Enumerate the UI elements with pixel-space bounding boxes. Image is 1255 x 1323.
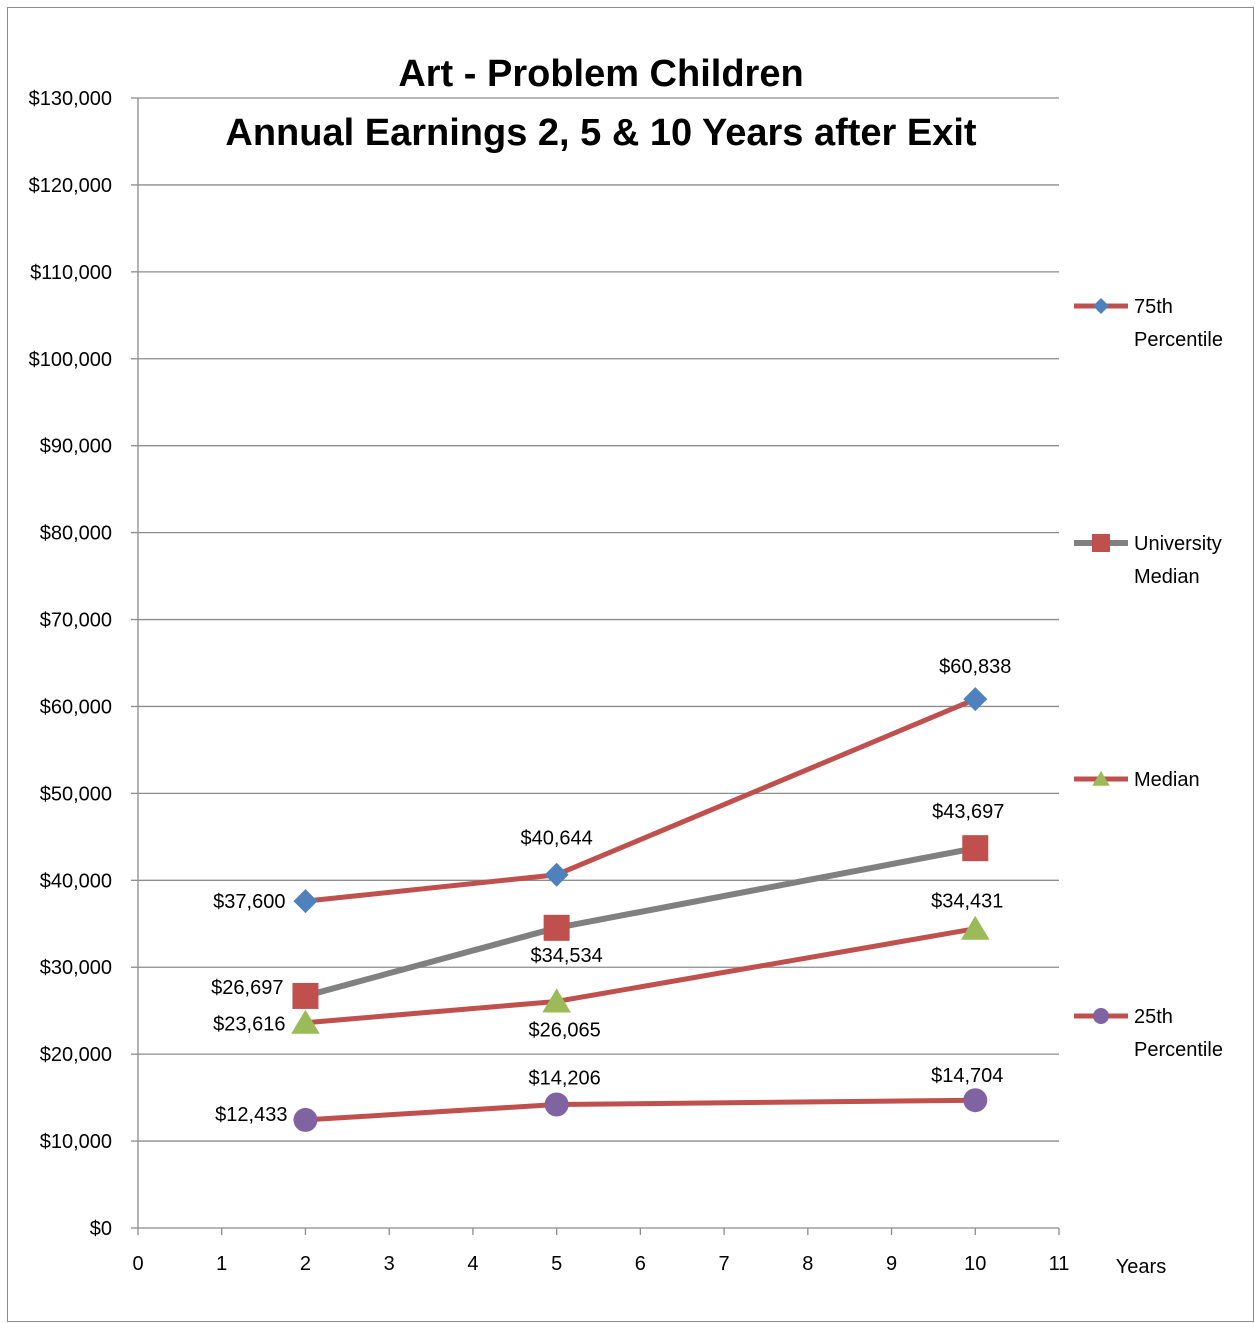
data-point (960, 915, 990, 940)
data-point (291, 1009, 320, 1034)
legend-item-75th-percentile: 75th Percentile (1074, 296, 1223, 351)
series-median (291, 915, 990, 1034)
x-tick-label: 5 (551, 1253, 562, 1275)
series-line (305, 1097, 976, 1123)
legend-label: 75th (1134, 296, 1173, 318)
data-label: $40,644 (520, 828, 592, 850)
y-tick-label: $130,000 (29, 88, 112, 110)
x-tick-label: 7 (719, 1253, 730, 1275)
data-label: $34,431 (931, 891, 1003, 913)
data-label: $23,616 (213, 1014, 285, 1036)
y-tick-label: $20,000 (40, 1044, 112, 1066)
data-point (544, 1092, 569, 1117)
x-tick-label: 3 (384, 1253, 395, 1275)
series-line (304, 845, 976, 999)
gridlines (138, 97, 1059, 1142)
legend-marker-swatch (1092, 771, 1110, 786)
series-75th-percentile (293, 687, 988, 914)
data-label: $26,065 (528, 1019, 600, 1041)
legend-item-university-median: University Median (1074, 533, 1222, 588)
y-tick-label: $120,000 (29, 175, 112, 197)
data-label: $43,697 (932, 801, 1004, 823)
legend-label: Median (1134, 566, 1200, 588)
x-tick-label: 2 (300, 1253, 311, 1275)
data-point (962, 835, 989, 862)
x-tick-label: 11 (1049, 1253, 1070, 1275)
data-point (293, 1107, 318, 1132)
legend-label: 25th (1134, 1006, 1173, 1028)
y-axis-tick-labels: $0 $10,000 $20,000 $30,000 $40,000 $50,000 $60… (29, 88, 112, 1240)
y-tick-label: $60,000 (40, 696, 112, 718)
series-layer (291, 687, 990, 1132)
legend-label: University (1134, 533, 1222, 555)
y-tick-label: $10,000 (40, 1131, 112, 1153)
x-axis-tick-labels: 0 1 2 3 4 5 6 7 8 9 10 11 (132, 1253, 1069, 1275)
series-university-median (292, 835, 989, 1009)
y-tick-label: $90,000 (40, 436, 112, 458)
y-tick-label: $40,000 (40, 870, 112, 892)
chart-title-line-2: Annual Earnings 2, 5 & 10 Years after Ex… (225, 112, 977, 154)
series-25th-percentile (293, 1088, 988, 1132)
y-tick-label: $80,000 (40, 523, 112, 545)
x-tick-label: 1 (216, 1253, 227, 1275)
y-tick-label: $50,000 (40, 783, 112, 805)
data-point (963, 687, 988, 712)
y-tick-label: $110,000 (30, 262, 112, 284)
data-labels: $37,600 $40,644 $60,838 $26,697 $34,534 $43,6… (211, 656, 1011, 1126)
data-point (292, 982, 319, 1009)
data-label: $60,838 (939, 656, 1011, 678)
data-label: $34,534 (530, 945, 602, 967)
x-tick-label: 10 (964, 1253, 986, 1275)
legend-marker-swatch (1093, 298, 1109, 314)
legend-label: Median (1134, 769, 1200, 791)
data-label: $14,206 (528, 1068, 600, 1090)
x-tick-label: 6 (635, 1253, 646, 1275)
data-point (963, 1088, 988, 1113)
series-line (305, 696, 977, 904)
axes (131, 97, 1060, 1235)
legend-marker-swatch (1092, 534, 1110, 552)
x-axis-label: Years (1116, 1256, 1166, 1278)
legend-item-25th-percentile: 25th Percentile (1074, 1006, 1223, 1061)
legend: 75th Percentile University Median Median 25th… (1074, 296, 1223, 1061)
legend-marker-swatch (1093, 1008, 1109, 1024)
data-point (542, 988, 571, 1013)
data-point (293, 889, 318, 914)
y-tick-label: $100,000 (29, 349, 112, 371)
y-tick-label: $30,000 (40, 957, 112, 979)
y-tick-label: $0 (90, 1218, 112, 1240)
legend-label: Percentile (1134, 1039, 1223, 1061)
y-tick-label: $70,000 (40, 610, 112, 632)
data-point (543, 914, 570, 941)
x-tick-label: 4 (467, 1253, 478, 1275)
legend-item-median: Median (1074, 769, 1200, 791)
chart-title-line-1: Art - Problem Children (398, 53, 803, 95)
series-line (305, 926, 976, 1026)
x-tick-label: 8 (802, 1253, 813, 1275)
x-tick-label: 0 (132, 1253, 143, 1275)
chart-title: Art - Problem Children Annual Earnings 2… (225, 53, 977, 154)
data-point (544, 862, 569, 887)
data-label: $26,697 (211, 977, 283, 999)
data-label: $37,600 (213, 891, 285, 913)
legend-label: Percentile (1134, 329, 1223, 351)
data-label: $14,704 (931, 1065, 1003, 1087)
x-tick-label: 9 (886, 1253, 897, 1275)
data-label: $12,433 (215, 1104, 287, 1126)
